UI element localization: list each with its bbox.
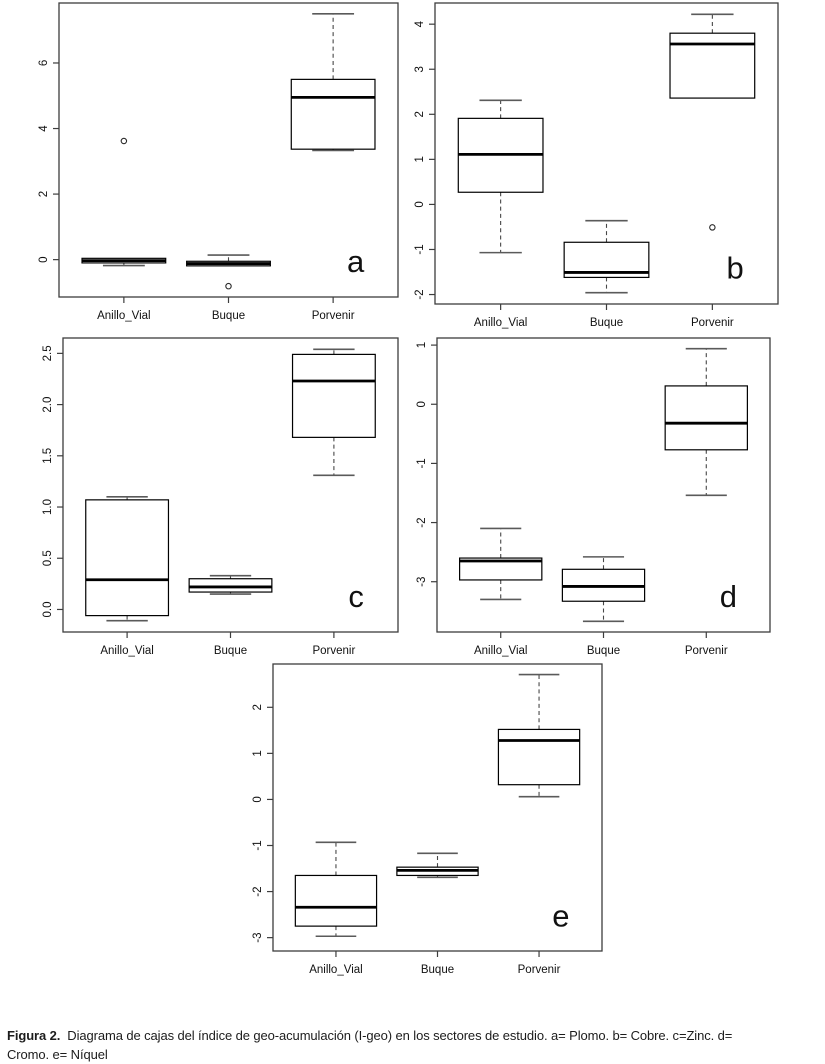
y-axis-tick-label: 6 [38,60,50,66]
y-axis-tick-label: 2 [414,111,426,117]
figure-caption-label: Figura 2. [7,1028,61,1043]
y-axis-tick-label: 2.0 [42,397,54,413]
category-label: Buque [214,645,247,657]
category-label: Porvenir [312,645,355,657]
box-a-Buque [186,254,271,290]
y-axis-tick-label: 2.5 [42,345,54,361]
panel-a: 0 2 4 6 Anillo_Vial Buque Porvenir a [38,2,399,322]
iqr-box [664,385,748,451]
box-a-Porvenir [290,13,376,152]
panel-letter: b [727,250,744,285]
y-axis-tick-label: 3 [414,66,426,72]
box-d-Porvenir [664,347,748,497]
y-axis-tick-label: -2 [416,517,428,527]
y-axis-tick-label: 0 [416,401,428,407]
category-label: Anillo_Vial [474,645,528,657]
iqr-box [188,578,273,593]
figure-caption: Figura 2. Diagrama de cajas del índice de… [7,1026,820,1064]
box-d-Buque [561,556,646,623]
iqr-box [291,353,376,438]
y-axis-tick-label: -1 [252,840,264,850]
box-b-Anillo_Vial [457,99,544,254]
y-axis-tick-label: 1.5 [42,448,54,464]
panel-c: 0.0 0.5 1.0 1.5 2.0 2.5 Anillo_Vial Buque Porven… [42,337,399,657]
category-label: Porvenir [685,645,728,657]
y-axis-tick-label: -3 [252,933,264,943]
figure-caption-line2: Cromo. e= Níquel [7,1047,108,1062]
category-label: Buque [587,645,620,657]
outlier-point [709,224,716,231]
category-label: Anillo_Vial [97,310,151,322]
panel-letter: c [348,579,364,614]
y-axis-tick-label: -3 [416,577,428,587]
y-axis-tick-label: 0.5 [42,550,54,566]
y-axis-tick-label: 0 [38,256,50,262]
box-e-Porvenir [497,673,581,798]
box-a-Anillo_Vial [81,137,167,267]
panel-b: -2 -1 0 1 2 3 4 Anillo_Vial Buque Porvenir b [414,2,779,329]
y-axis-tick-label: 0 [252,796,264,802]
box-e-Buque [396,852,479,879]
box-b-Porvenir [669,13,756,231]
category-label: Buque [421,964,454,976]
box-d-Anillo_Vial [459,527,543,601]
box-c-Porvenir [291,348,376,477]
iqr-box [497,728,581,786]
y-axis-tick-label: -2 [252,886,264,896]
y-axis-tick-label: 0 [414,201,426,207]
y-axis-tick-label: -2 [414,289,426,299]
category-label: Anillo_Vial [100,645,154,657]
category-label: Buque [590,317,623,329]
y-axis-tick-label: 1 [416,342,428,348]
y-axis-tick-label: 1 [252,750,264,756]
panel-letter: d [720,579,737,614]
y-axis-tick-label: 2 [38,191,50,197]
box-c-Anillo_Vial [85,495,170,622]
category-label: Anillo_Vial [309,964,363,976]
y-axis-tick-label: -1 [416,458,428,468]
figure-caption-line1: Diagrama de cajas del índice de geo-acum… [67,1028,733,1043]
y-axis-tick-label: 4 [414,20,426,27]
category-label: Buque [212,310,245,322]
panel-e: -3 -2 -1 0 1 2 Anillo_Vial Buque Porvenir e [252,663,603,976]
boxplot-figure-canvas: 0 2 4 6 Anillo_Vial Buque Porvenir a -2 -1 0 1 2 3 4 An… [38,2,779,976]
category-label: Porvenir [518,964,561,976]
box-e-Anillo_Vial [294,841,378,938]
y-axis-tick-label: 0.0 [42,601,54,617]
y-axis-tick-label: 4 [38,125,50,132]
category-label: Porvenir [312,310,355,322]
panel-letter: e [552,899,569,934]
y-axis-tick-label: 1 [414,156,426,162]
iqr-box [290,78,376,150]
y-axis-tick-label: 2 [252,704,264,710]
y-axis-tick-label: 1.0 [42,499,54,515]
category-label: Porvenir [691,317,734,329]
outlier-point [225,282,232,290]
category-label: Anillo_Vial [474,317,528,329]
iqr-box [294,874,378,927]
iqr-box [459,557,543,581]
iqr-box [85,499,170,617]
y-axis-tick-label: -1 [414,244,426,254]
box-c-Buque [188,574,273,595]
panel-d: -3 -2 -1 0 1 Anillo_Vial Buque Porvenir d [416,337,771,657]
outlier-point [120,137,128,145]
box-b-Buque [563,219,650,294]
panel-letter: a [347,244,365,279]
